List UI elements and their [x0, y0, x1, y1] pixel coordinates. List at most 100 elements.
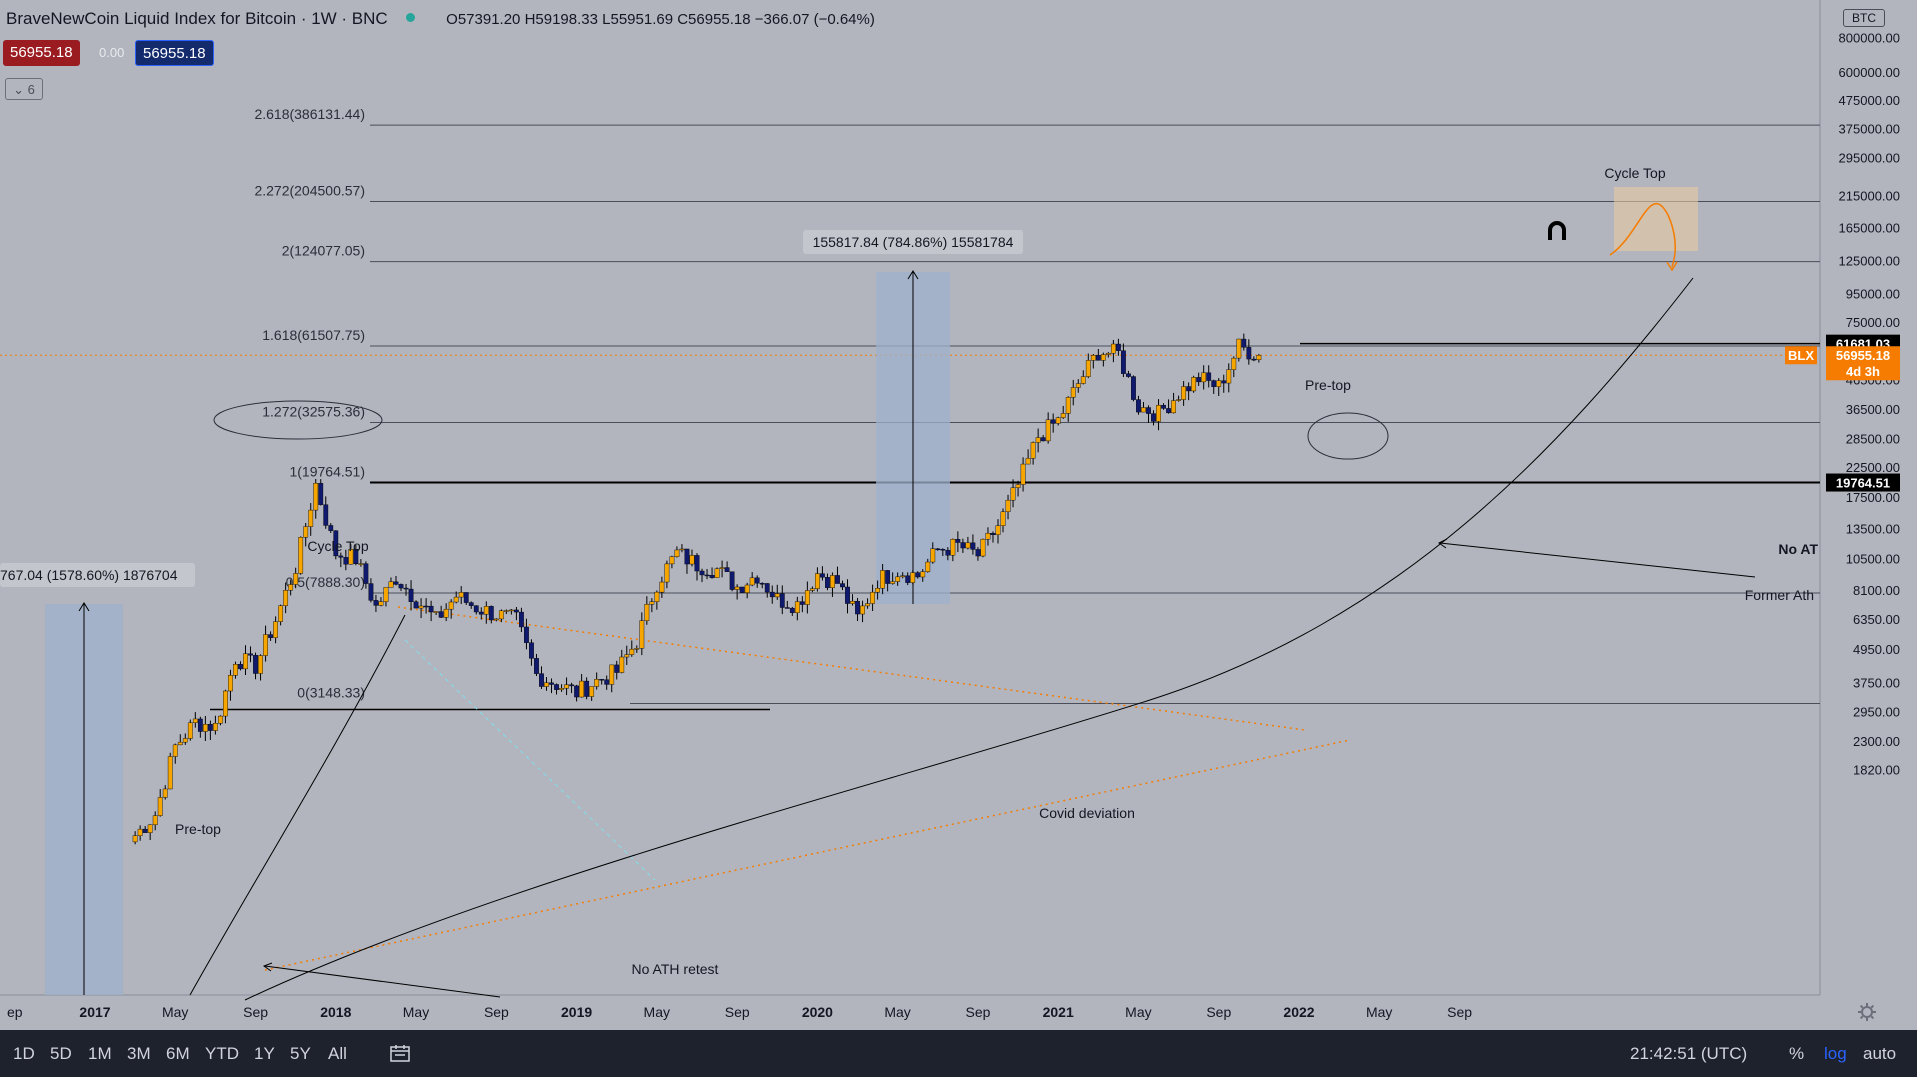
range-3m-button[interactable]: 3M	[127, 1044, 151, 1064]
x-tick-label: 2018	[320, 1004, 351, 1020]
fib-label-3: 1.618(61507.75)	[262, 327, 365, 343]
clock[interactable]: 21:42:51 (UTC)	[1630, 1044, 1747, 1064]
settings-gear-icon[interactable]	[1857, 1002, 1877, 1022]
fib-label-4: 1.272(32575.36)	[262, 403, 365, 419]
x-tick-label: ep	[7, 1004, 23, 1020]
range-6m-button[interactable]: 6M	[166, 1044, 190, 1064]
candle-body	[660, 582, 664, 592]
candle-body	[730, 572, 734, 590]
range-1d-button[interactable]: 1D	[13, 1044, 35, 1064]
candle-body	[359, 564, 363, 565]
annotation-8: 155817.84 (784.86%) 15581784	[813, 234, 1014, 250]
candle-body	[785, 608, 789, 609]
y-tick-label: 6350.00	[1853, 612, 1900, 627]
candle-body	[961, 543, 965, 549]
candle-body	[273, 622, 277, 638]
candle-body	[1121, 351, 1125, 374]
candle-body	[549, 683, 553, 685]
candle-body	[133, 836, 137, 842]
candle-body	[835, 575, 839, 583]
candle-body	[288, 584, 292, 590]
candle-body	[1046, 420, 1050, 441]
candle-body	[620, 657, 624, 673]
indicators-toggle[interactable]: ⌄ 6	[5, 78, 43, 100]
candle-body	[795, 602, 799, 613]
range-ytd-button[interactable]: YTD	[205, 1044, 239, 1064]
candle-body	[971, 543, 975, 550]
candle-body	[479, 612, 483, 614]
candle-body	[1257, 355, 1261, 359]
candle-body	[1212, 381, 1216, 387]
candle-body	[1081, 377, 1085, 384]
candle-body	[1186, 387, 1190, 391]
y-tick-label: 125000.00	[1839, 254, 1900, 269]
candle-body	[414, 602, 418, 608]
candle-body	[268, 635, 272, 638]
price-tag: BLX	[1788, 348, 1814, 363]
candle-body	[710, 575, 714, 577]
y-tick-label: 8100.00	[1853, 583, 1900, 598]
range-all-button[interactable]: All	[328, 1044, 347, 1064]
fib-label-5: 1(19764.51)	[289, 464, 365, 480]
range-1m-button[interactable]: 1M	[88, 1044, 112, 1064]
candle-body	[364, 564, 368, 584]
candle-body	[1071, 388, 1075, 398]
candle-body	[1106, 353, 1110, 354]
candle-body	[1101, 355, 1105, 361]
candle-body	[459, 592, 463, 597]
market-status-icon	[406, 13, 415, 22]
candle-body	[605, 680, 609, 685]
percent-scale-toggle[interactable]: %	[1789, 1044, 1804, 1064]
sell-price-button[interactable]: 56955.18	[3, 40, 80, 66]
x-tick-label: Sep	[484, 1004, 509, 1020]
y-tick-label: 13500.00	[1846, 521, 1900, 536]
candle-body	[1171, 401, 1175, 413]
candle-body	[258, 656, 262, 674]
candle-body	[1051, 420, 1055, 424]
range-5y-button[interactable]: 5Y	[290, 1044, 311, 1064]
buy-price-button[interactable]: 56955.18	[135, 40, 214, 66]
candle-body	[895, 577, 899, 582]
candle-body	[865, 604, 869, 606]
candle-body	[339, 556, 343, 557]
candle-body	[173, 745, 177, 757]
candle-body	[1001, 512, 1005, 526]
x-tick-label: 2022	[1283, 1004, 1314, 1020]
candle-body	[640, 621, 644, 649]
candle-body	[489, 606, 493, 620]
candle-body	[329, 525, 333, 530]
range-1y-button[interactable]: 1Y	[254, 1044, 275, 1064]
candle-body	[1026, 458, 1030, 464]
candle-body	[981, 539, 985, 556]
candle-body	[720, 568, 724, 569]
candle-body	[850, 601, 854, 603]
candle-body	[344, 557, 348, 564]
calendar-goto-icon[interactable]	[390, 1044, 410, 1062]
auto-scale-toggle[interactable]: auto	[1863, 1044, 1896, 1064]
y-tick-label: 36500.00	[1846, 402, 1900, 417]
y-tick-label: 475000.00	[1839, 93, 1900, 108]
candle-body	[1116, 344, 1120, 351]
candle-body	[645, 604, 649, 620]
candle-body	[1016, 485, 1020, 488]
candle-body	[1232, 358, 1236, 370]
candle-body	[389, 582, 393, 588]
annotation-0: Cycle Top	[1604, 165, 1665, 181]
annotation-6: Former Ath	[1745, 587, 1814, 603]
annotation-1: Cycle Top	[307, 538, 368, 554]
candle-body	[1091, 355, 1095, 360]
currency-select[interactable]: BTC	[1843, 9, 1885, 27]
bottom-toolbar: 1D 5D 1M 3M 6M YTD 1Y 5Y All 21:42:51 (U…	[0, 1030, 1917, 1077]
candle-body	[434, 612, 438, 613]
symbol-title[interactable]: BraveNewCoin Liquid Index for Bitcoin · …	[6, 9, 388, 28]
candle-body	[278, 606, 282, 622]
x-tick-label: May	[1366, 1004, 1392, 1020]
range-5d-button[interactable]: 5D	[50, 1044, 72, 1064]
candle-body	[233, 664, 237, 675]
candle-body	[424, 606, 428, 607]
candle-body	[464, 592, 468, 602]
log-scale-toggle[interactable]: log	[1824, 1044, 1847, 1064]
y-tick-label: 22500.00	[1846, 460, 1900, 475]
candle-body	[539, 674, 543, 687]
